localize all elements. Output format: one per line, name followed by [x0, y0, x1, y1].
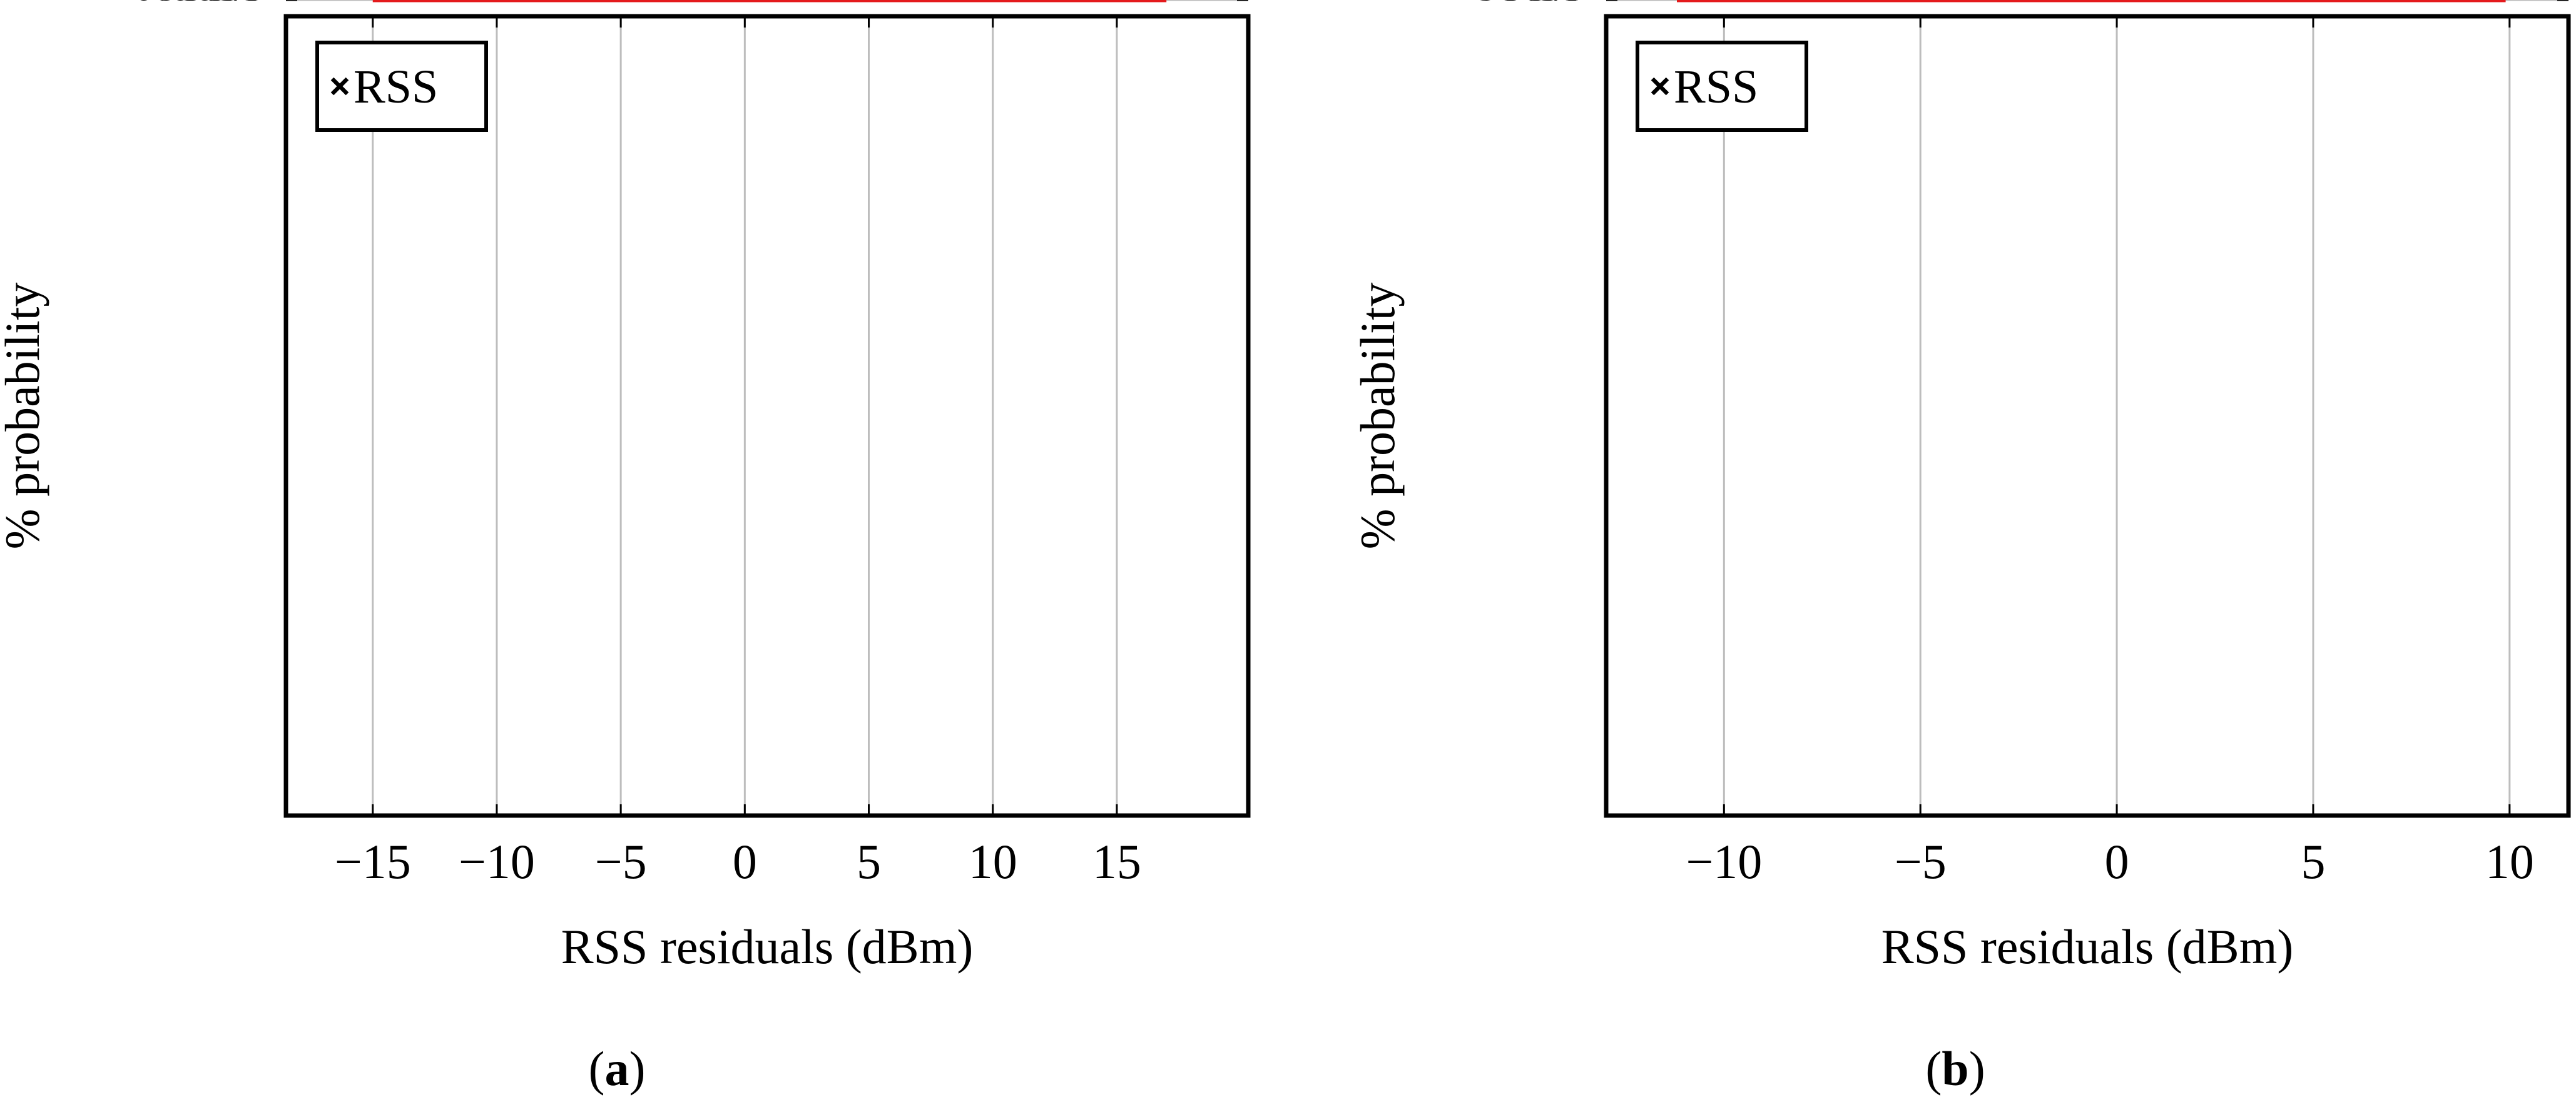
panel-caption: (b): [1925, 1041, 1985, 1096]
legend-marker: [1651, 77, 1669, 96]
grid: [286, 0, 1248, 816]
plot-frame: [1604, 14, 2571, 818]
y-tick-label: 75: [217, 0, 266, 11]
panel-a: −15 −10 −5 0 5 10 15 0.00010.010.34.525507595.5…: [0, 0, 1251, 1096]
y-tick-label: 99.99: [1477, 0, 1587, 11]
panel-b: −10 −5 0 5 10 0.010.34.525507595.599.799.99 RS…: [1350, 0, 2571, 1096]
y-tick-label: 99.99: [156, 0, 267, 11]
x-tick-label: −5: [595, 834, 647, 889]
y-tick-label: 95.5: [1501, 0, 1587, 11]
x-tick-label: −5: [1895, 834, 1947, 889]
y-tick-label: 0.3: [205, 0, 267, 11]
legend: RSS: [1636, 41, 1808, 132]
x-tick-label: 10: [2485, 834, 2534, 889]
y-axis-label: % probability: [1350, 283, 1405, 550]
x-tick-label: 0: [2105, 834, 2129, 889]
y-tick-label: 95.5: [181, 0, 267, 11]
y-tick-label: 25: [217, 0, 266, 11]
x-tick-label: 10: [969, 834, 1017, 889]
x-tick-label: −15: [335, 834, 411, 889]
panel-caption: (a): [589, 1041, 646, 1096]
y-tick-label: 99.7: [181, 0, 267, 11]
y-tick-label: 0.01: [1501, 0, 1587, 11]
x-tick-label: 0: [733, 834, 757, 889]
legend-label: RSS: [1674, 61, 1758, 113]
legend: RSS: [315, 41, 488, 132]
y-axis-label: % probability: [0, 283, 49, 550]
y-tick-label: 50: [217, 0, 266, 11]
x-tick-label: 5: [2301, 834, 2325, 889]
y-tick-label: 99.7: [1501, 0, 1587, 11]
legend-marker: [330, 77, 349, 96]
y-tick-label: 0.0001: [132, 0, 267, 11]
y-tick-label: 25: [1537, 0, 1586, 11]
x-tick-label: −10: [459, 834, 535, 889]
plot-frame: [283, 14, 1251, 818]
x-axis-label: RSS residuals (dBm): [561, 919, 974, 974]
legend-label: RSS: [354, 61, 438, 113]
y-tick-label: 0.01: [181, 0, 267, 11]
x-tick-label: −10: [1686, 834, 1762, 889]
x-tick-label: 5: [857, 834, 881, 889]
y-tick-label: 0.3: [1525, 0, 1587, 11]
x-tick-label: 15: [1092, 834, 1141, 889]
y-tick-label: 4.5: [1525, 0, 1587, 11]
x-axis-label: RSS residuals (dBm): [1881, 919, 2294, 974]
grid: [1606, 0, 2568, 816]
y-tick-label: 4.5: [205, 0, 267, 11]
y-tick-label: 50: [1537, 0, 1586, 11]
y-tick-label: 75: [1537, 0, 1586, 11]
